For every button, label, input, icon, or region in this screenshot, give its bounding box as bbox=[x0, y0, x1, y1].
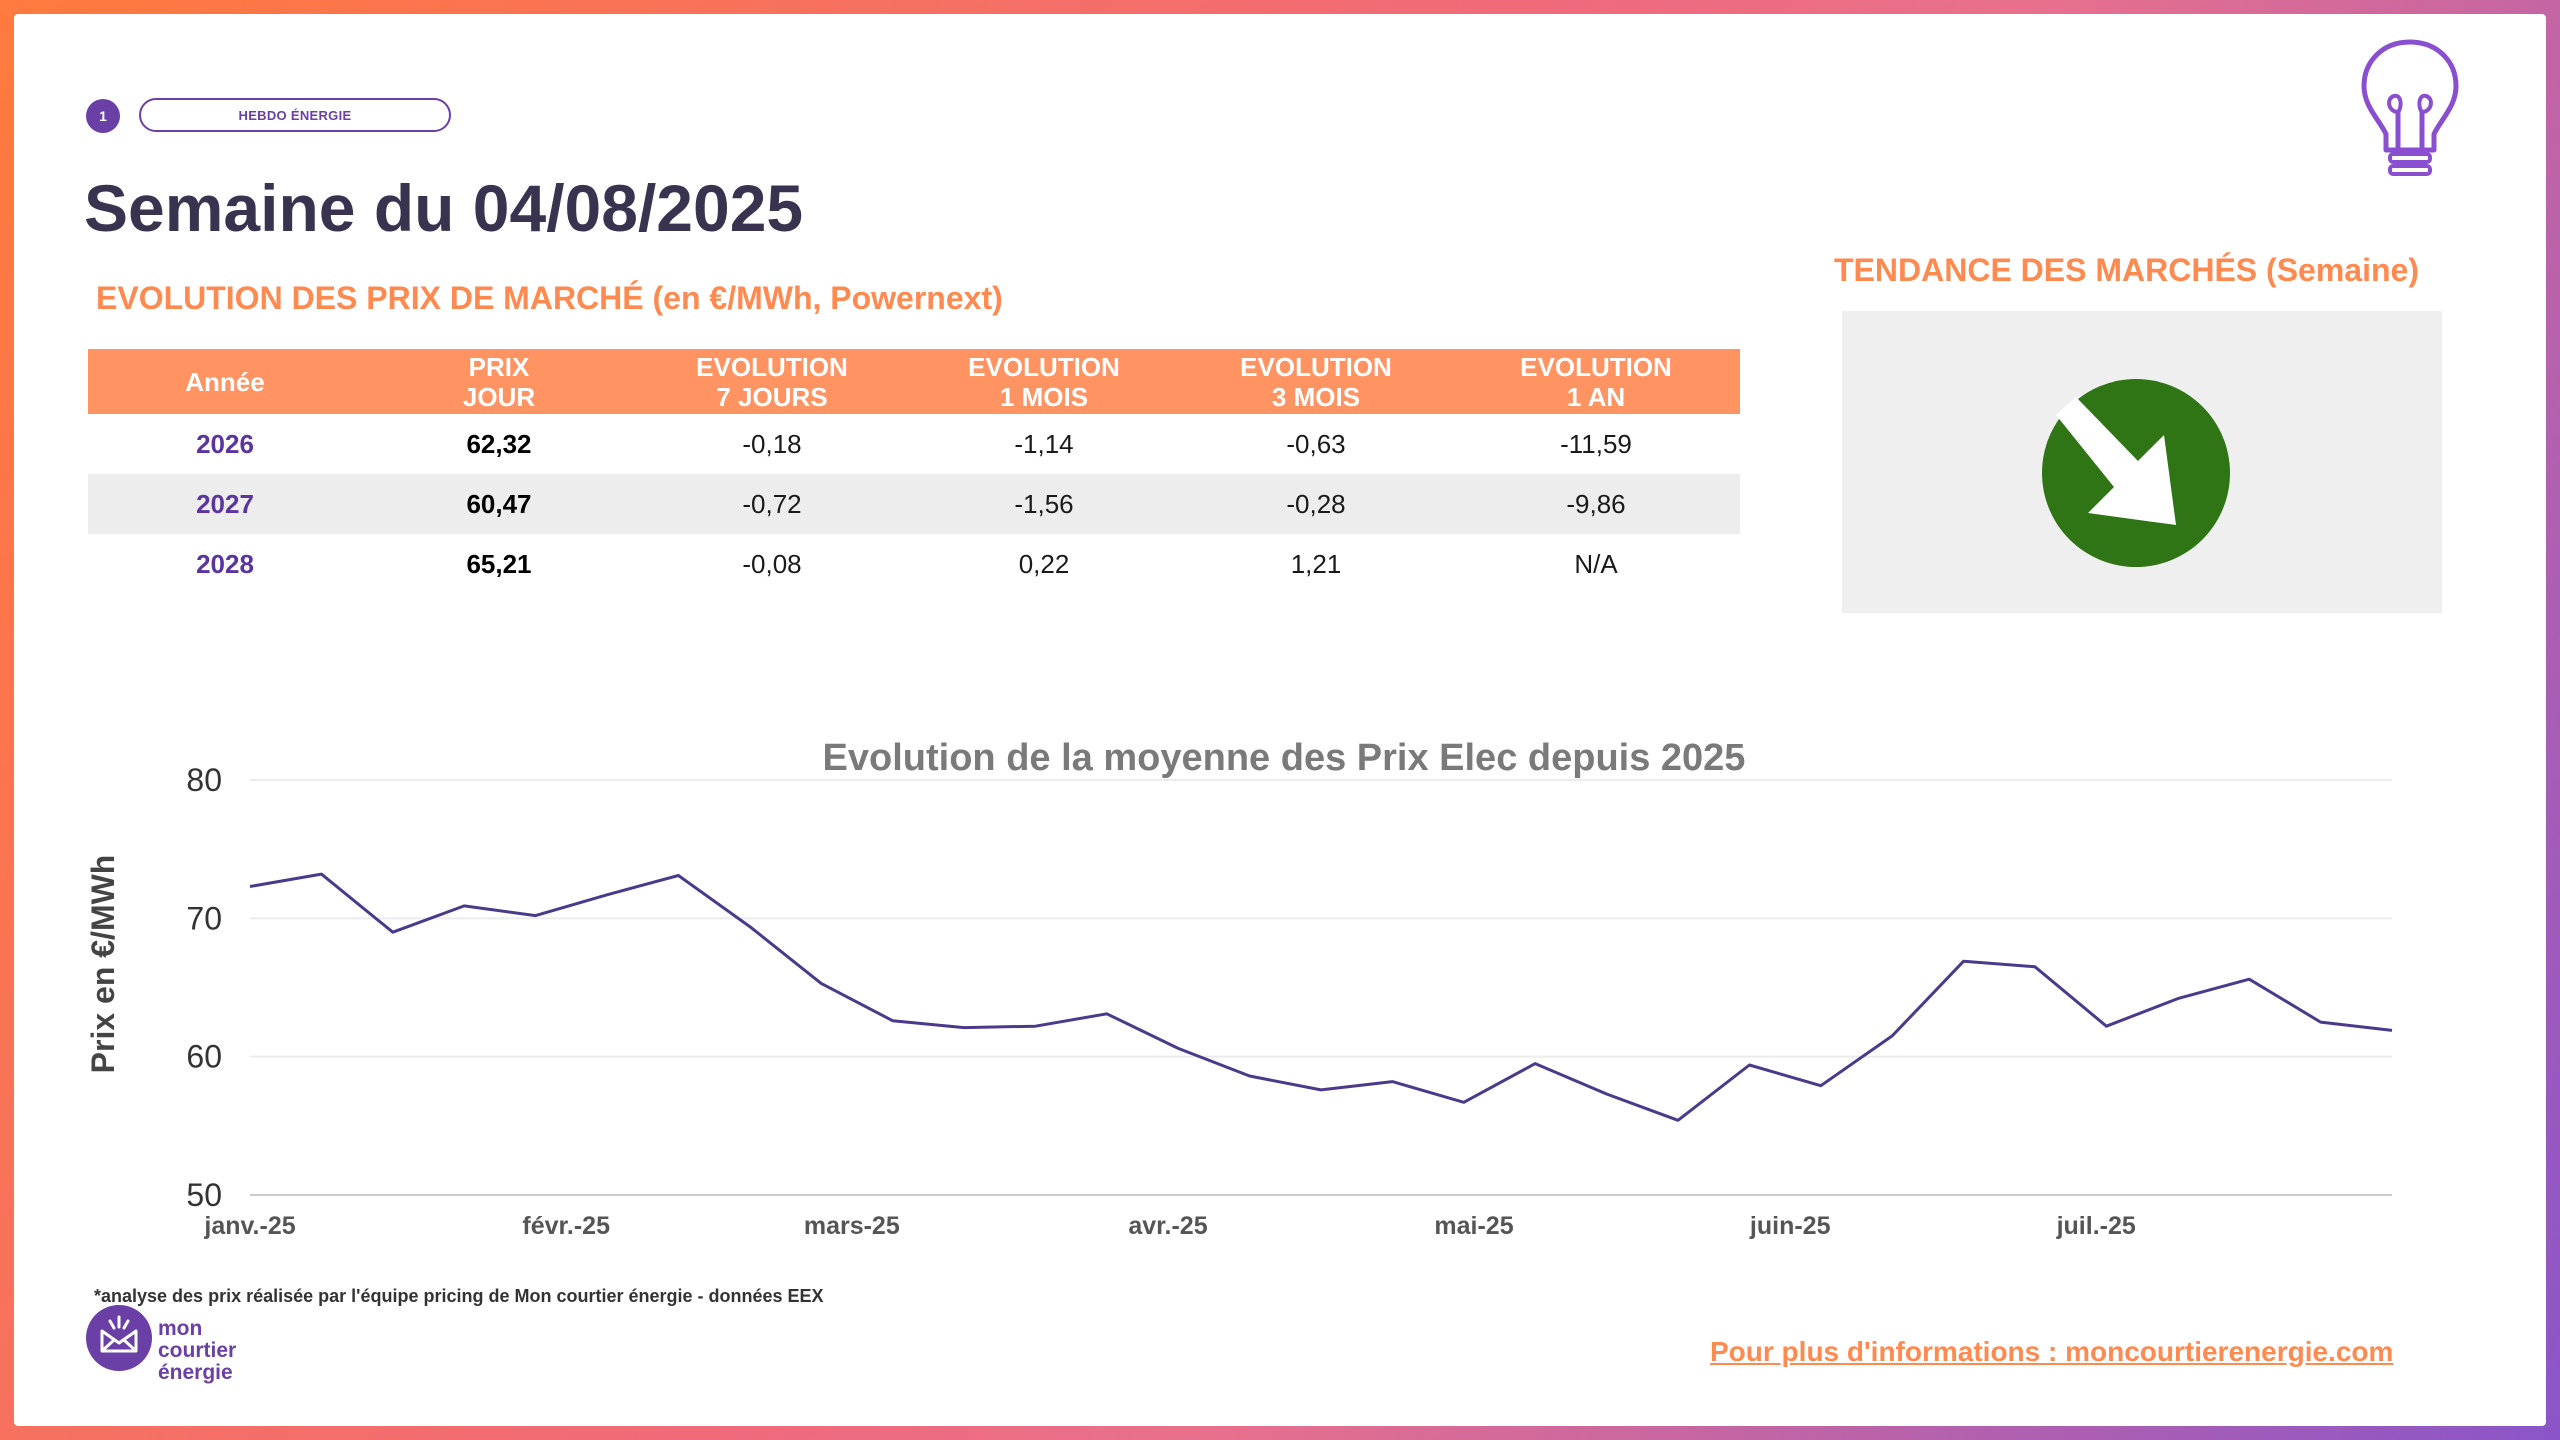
evol-1y-cell: N/A bbox=[1574, 548, 1618, 579]
evol-1m-cell: -1,56 bbox=[908, 474, 1180, 534]
brand-line: énergie bbox=[158, 1361, 233, 1384]
evol-1m-cell: 0,22 bbox=[1018, 548, 1070, 579]
trend-title: TENDANCE DES MARCHÉS (Semaine) bbox=[1834, 252, 2419, 288]
page-number-badge: 1 bbox=[86, 99, 120, 133]
y-axis-label: Prix en €/MWh bbox=[85, 855, 121, 1074]
header-evol-1y: EVOLUTION 1 AN bbox=[1452, 349, 1740, 414]
header-evol-1m: EVOLUTION 1 MOIS bbox=[908, 349, 1180, 414]
brand-logo-icon bbox=[84, 1303, 154, 1378]
price-cell: 60,47 bbox=[362, 474, 636, 534]
price-table: Année PRIX JOUR EVOLUTION 7 JOURS EVOLUTIO… bbox=[88, 349, 1740, 594]
lightbulb-icon bbox=[2350, 26, 2470, 191]
footnote: *analyse des prix réalisée par l'équipe … bbox=[94, 1286, 824, 1306]
table-subtitle: EVOLUTION DES PRIX DE MARCHÉ (en €/MWh, … bbox=[96, 280, 1003, 316]
x-tick-label: juin-25 bbox=[1749, 1212, 1831, 1240]
price-cell: 62,32 bbox=[466, 428, 532, 459]
y-tick-label: 50 bbox=[186, 1177, 222, 1213]
y-tick-label: 60 bbox=[186, 1039, 222, 1075]
evol-7d-cell: -0,18 bbox=[742, 428, 802, 459]
evol-1y-cell: -9,86 bbox=[1452, 474, 1740, 534]
table-row: 2028 65,21 -0,08 0,22 1,21 N/A bbox=[88, 534, 1740, 594]
x-tick-label: avr.-25 bbox=[1128, 1212, 1207, 1240]
x-tick-label: févr.-25 bbox=[522, 1212, 610, 1240]
year-cell: 2026 bbox=[196, 428, 254, 459]
brand-line: courtier bbox=[158, 1339, 237, 1362]
evol-7d-cell: -0,08 bbox=[742, 548, 802, 579]
header-evol-7d: EVOLUTION 7 JOURS bbox=[636, 349, 908, 414]
year-cell: 2027 bbox=[88, 474, 362, 534]
price-line-chart: Evolution de la moyenne des Prix Elec de… bbox=[85, 737, 2393, 1240]
trend-panel bbox=[1842, 311, 2442, 613]
brand-line: mon bbox=[158, 1317, 203, 1340]
evol-1m-cell: -1,14 bbox=[1014, 428, 1074, 459]
arrow-down-right-icon bbox=[2042, 379, 2230, 567]
header-price: PRIX JOUR bbox=[362, 349, 636, 414]
x-tick-label: mars-25 bbox=[804, 1212, 900, 1240]
report-card bbox=[14, 14, 2546, 1426]
evol-7d-cell: -0,72 bbox=[636, 474, 908, 534]
more-info-link[interactable]: Pour plus d'informations : moncourtieren… bbox=[1710, 1336, 2394, 1367]
x-tick-label: janv.-25 bbox=[203, 1212, 295, 1240]
year-cell: 2028 bbox=[196, 548, 254, 579]
evol-1y-cell: -11,59 bbox=[1560, 428, 1632, 459]
table-row: 2027 60,47 -0,72 -1,56 -0,28 -9,86 bbox=[88, 474, 1740, 534]
evol-3m-cell: -0,63 bbox=[1286, 428, 1346, 459]
table-header-row: Année PRIX JOUR EVOLUTION 7 JOURS EVOLUTIO… bbox=[88, 349, 1740, 414]
x-tick-label: mai-25 bbox=[1434, 1212, 1513, 1240]
y-tick-label: 80 bbox=[186, 762, 222, 798]
y-tick-label: 70 bbox=[186, 900, 222, 936]
price-cell: 65,21 bbox=[466, 548, 532, 579]
evol-3m-cell: -0,28 bbox=[1180, 474, 1452, 534]
header-year: Année bbox=[88, 349, 362, 414]
table-row: 2026 62,32 -0,18 -1,14 -0,63 -11,59 bbox=[88, 414, 1740, 474]
newsletter-tag: HEBDO ÉNERGIE bbox=[139, 98, 451, 132]
chart-title: Evolution de la moyenne des Prix Elec de… bbox=[823, 737, 1746, 779]
evol-3m-cell: 1,21 bbox=[1290, 548, 1342, 579]
x-tick-label: juil.-25 bbox=[2056, 1212, 2136, 1240]
header-evol-3m: EVOLUTION 3 MOIS bbox=[1180, 349, 1452, 414]
series-line bbox=[249, 872, 2393, 1122]
page-title: Semaine du 04/08/2025 bbox=[84, 171, 804, 245]
brand-name: mon courtier énergie bbox=[158, 1318, 236, 1384]
